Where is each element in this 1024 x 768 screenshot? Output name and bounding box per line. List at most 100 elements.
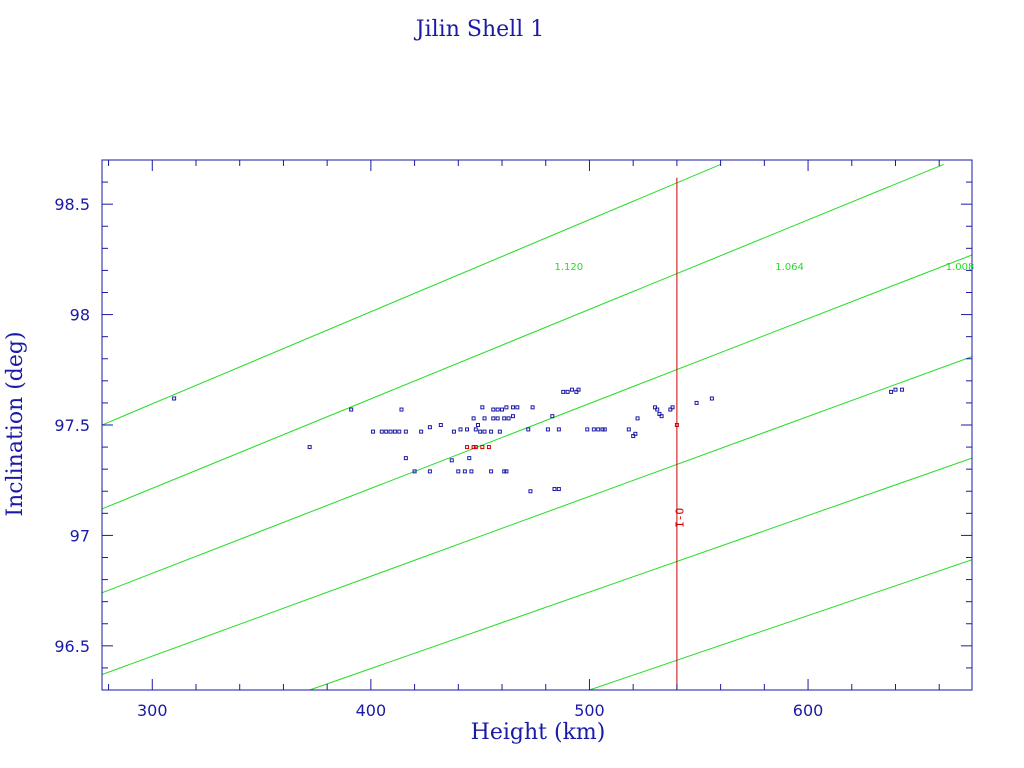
data-point-s1-68: [631, 434, 636, 439]
data-point-s1-55: [556, 427, 561, 432]
diagonal-line-3: [102, 254, 972, 594]
x-tick-label: 600: [793, 701, 824, 720]
diagonal-label-3: 1.008: [946, 262, 975, 273]
data-point-s1-67: [626, 427, 631, 432]
data-point-s1-29: [478, 429, 483, 434]
data-point-s1-43: [504, 405, 509, 410]
chart-title: Jilin Shell 1: [414, 17, 544, 42]
data-point-s1-81: [900, 387, 905, 392]
diagonal-label-1: 1.120: [554, 262, 583, 273]
data-point-s1-59: [569, 387, 574, 392]
data-point-s1-57: [561, 389, 566, 394]
y-tick-label: 97.5: [54, 416, 90, 435]
data-point-s1-35: [491, 407, 496, 412]
data-point-s1-37: [495, 416, 500, 421]
diagonal-line-1: [102, 163, 721, 426]
data-point-s1-48: [515, 405, 520, 410]
data-point-s1-53: [550, 414, 555, 419]
data-point-s1-50: [528, 489, 533, 494]
data-point-s1-76: [670, 405, 675, 410]
data-point-s1-32: [482, 416, 487, 421]
data-point-s1-75: [668, 407, 673, 412]
data-point-s1-71: [653, 405, 658, 410]
data-point-s1-28: [475, 423, 480, 427]
data-point-s1-47: [510, 414, 515, 419]
data-point-s1-56: [556, 487, 561, 492]
data-point-s1-51: [530, 405, 535, 410]
x-tick-label: 300: [137, 701, 168, 720]
data-point-s1-45: [506, 416, 511, 421]
data-point-s1-42: [502, 416, 507, 421]
data-point-s1-23: [465, 427, 470, 432]
data-point-s1-60: [574, 389, 579, 394]
data-point-s1-44: [504, 469, 509, 474]
data-point-s2-1: [465, 445, 470, 450]
diagonal-line-5: [309, 457, 972, 690]
y-axis-label: Inclination (deg): [3, 331, 28, 516]
data-point-s1-34: [489, 469, 494, 474]
data-point-s1-65: [600, 427, 605, 432]
data-point-s1-11: [403, 456, 408, 461]
data-point-s1-64: [596, 427, 601, 432]
data-point-s1-49: [526, 427, 531, 432]
marker-label: I-O: [673, 508, 686, 528]
data-point-s1-15: [427, 425, 432, 430]
diagonal-label-2: 1.064: [775, 262, 804, 273]
data-point-s1-14: [419, 429, 424, 434]
data-point-s1-73: [657, 411, 662, 416]
data-point-s1-13: [412, 469, 417, 474]
data-point-s1-62: [585, 427, 590, 432]
data-point-s1-6: [384, 429, 389, 434]
data-point-s1-58: [565, 389, 570, 394]
y-tick-label: 96.5: [54, 637, 90, 656]
data-point-s1-41: [502, 469, 507, 474]
data-point-s1-70: [635, 416, 640, 421]
data-point-s1-9: [397, 429, 402, 434]
data-point-s1-20: [456, 469, 461, 474]
data-point-s2-2: [471, 445, 476, 450]
data-point-s1-18: [449, 458, 454, 463]
data-point-s1-77: [694, 400, 699, 405]
data-point-s1-79: [889, 389, 894, 394]
data-point-s1-63: [591, 427, 596, 432]
data-point-s1-78: [709, 396, 714, 401]
data-point-s1-72: [655, 407, 660, 412]
data-point-s2-5: [486, 445, 491, 450]
data-point-s2-3: [473, 445, 478, 450]
data-point-s2-6: [674, 423, 679, 427]
data-point-s1-21: [458, 427, 463, 432]
data-point-s1-17: [438, 423, 443, 427]
data-point-s1-61: [576, 387, 581, 392]
data-point-s1-25: [469, 469, 474, 474]
y-tick-label: 98: [70, 306, 90, 325]
data-point-s1-39: [497, 429, 502, 434]
data-point-s1-66: [602, 427, 607, 432]
data-point-s1-46: [510, 405, 515, 410]
data-point-s1-31: [482, 429, 487, 434]
diagonal-line-2: [102, 163, 944, 510]
data-point-s1-40: [500, 407, 505, 412]
data-point-s1-19: [451, 429, 456, 434]
data-point-s1-10: [399, 407, 404, 412]
data-point-s1-1: [172, 396, 177, 401]
data-point-s1-12: [403, 429, 408, 434]
x-tick-label: 500: [574, 701, 605, 720]
data-point-s1-24: [467, 456, 472, 461]
data-point-s1-8: [392, 429, 397, 434]
data-point-s1-2: [307, 445, 312, 450]
data-point-s1-4: [371, 429, 376, 434]
x-tick-label: 400: [356, 701, 387, 720]
diagonal-line-6: [589, 559, 972, 690]
data-point-s1-16: [427, 469, 432, 474]
data-point-s1-54: [552, 487, 557, 492]
data-point-s1-26: [471, 416, 476, 421]
data-point-s1-30: [480, 405, 485, 410]
data-point-s1-3: [349, 407, 354, 412]
y-tick-label: 98.5: [54, 195, 90, 214]
data-point-s1-22: [462, 469, 467, 474]
y-tick-label: 97: [70, 526, 90, 545]
data-point-s1-69: [633, 431, 638, 436]
data-point-s1-38: [495, 407, 500, 412]
data-point-s1-74: [659, 414, 664, 419]
